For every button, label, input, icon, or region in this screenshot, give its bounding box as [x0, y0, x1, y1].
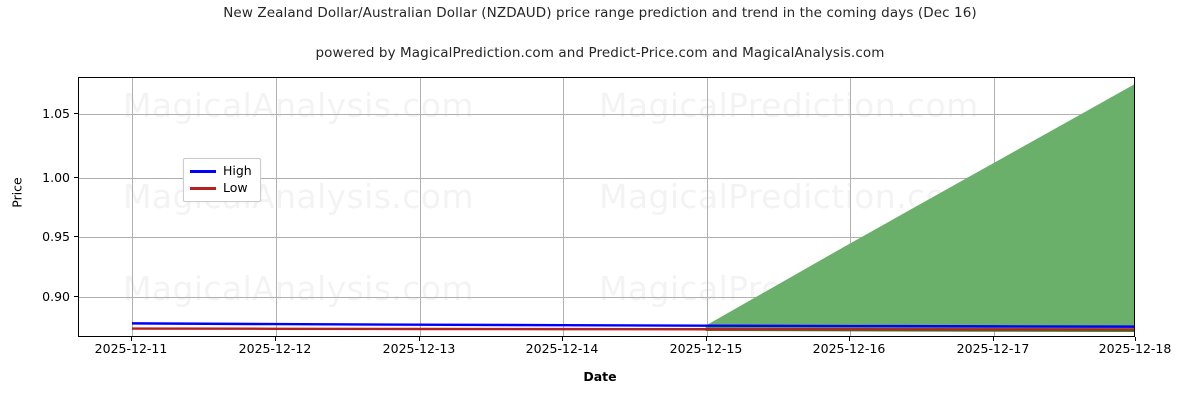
legend-item-low: Low	[190, 180, 252, 197]
legend-swatch-low-icon	[190, 187, 216, 190]
gridline-vertical	[707, 78, 708, 336]
legend: High Low	[183, 158, 261, 202]
y-tick-label: 0.95	[42, 229, 70, 244]
x-tick-label: 2025-12-12	[238, 341, 312, 356]
x-tick-mark	[1135, 337, 1137, 341]
gridline-vertical	[276, 78, 277, 336]
y-tick-mark	[74, 113, 78, 115]
gridline-horizontal	[79, 114, 1134, 115]
chart-subtitle: powered by MagicalPrediction.com and Pre…	[315, 45, 885, 61]
high-series-line	[131, 322, 1134, 328]
legend-label: High	[223, 163, 252, 179]
y-tick-mark	[74, 236, 78, 238]
x-tick-mark	[993, 337, 995, 341]
y-tick-label: 0.90	[42, 289, 70, 304]
x-tick-label: 2025-12-17	[956, 341, 1030, 356]
x-tick-label: 2025-12-13	[382, 341, 456, 356]
x-tick-label: 2025-12-18	[1098, 341, 1172, 356]
page-title: New Zealand Dollar/Australian Dollar (NZ…	[223, 5, 977, 21]
x-tick-mark	[419, 337, 421, 341]
x-tick-mark	[562, 337, 564, 341]
y-tick-label: 1.00	[42, 170, 70, 185]
y-axis-label: Price	[9, 177, 25, 208]
x-tick-label: 2025-12-15	[669, 341, 743, 356]
chart-data-layer	[131, 84, 1134, 332]
gridline-vertical	[850, 78, 851, 336]
x-axis-label: Date	[583, 369, 617, 384]
legend-item-high: High	[190, 163, 252, 180]
x-tick-label: 2025-12-14	[525, 341, 599, 356]
x-tick-label: 2025-12-16	[812, 341, 886, 356]
gridline-horizontal	[79, 178, 1134, 179]
legend-swatch-high-icon	[190, 170, 216, 173]
low-series-line	[131, 327, 1134, 331]
x-tick-mark	[131, 337, 133, 341]
x-tick-label: 2025-12-11	[94, 341, 168, 356]
prediction-band-area	[705, 84, 1134, 331]
plot-area: MagicalAnalysis.com MagicalPrediction.co…	[78, 77, 1135, 337]
x-tick-mark	[849, 337, 851, 341]
y-tick-mark	[74, 296, 78, 298]
gridline-horizontal	[79, 297, 1134, 298]
gridline-vertical	[420, 78, 421, 336]
gridline-vertical	[132, 78, 133, 336]
x-tick-mark	[706, 337, 708, 341]
gridline-vertical	[563, 78, 564, 336]
legend-label: Low	[223, 180, 248, 196]
gridline-horizontal	[79, 237, 1134, 238]
y-tick-label: 1.05	[42, 106, 70, 121]
y-tick-mark	[74, 177, 78, 179]
x-tick-mark	[275, 337, 277, 341]
